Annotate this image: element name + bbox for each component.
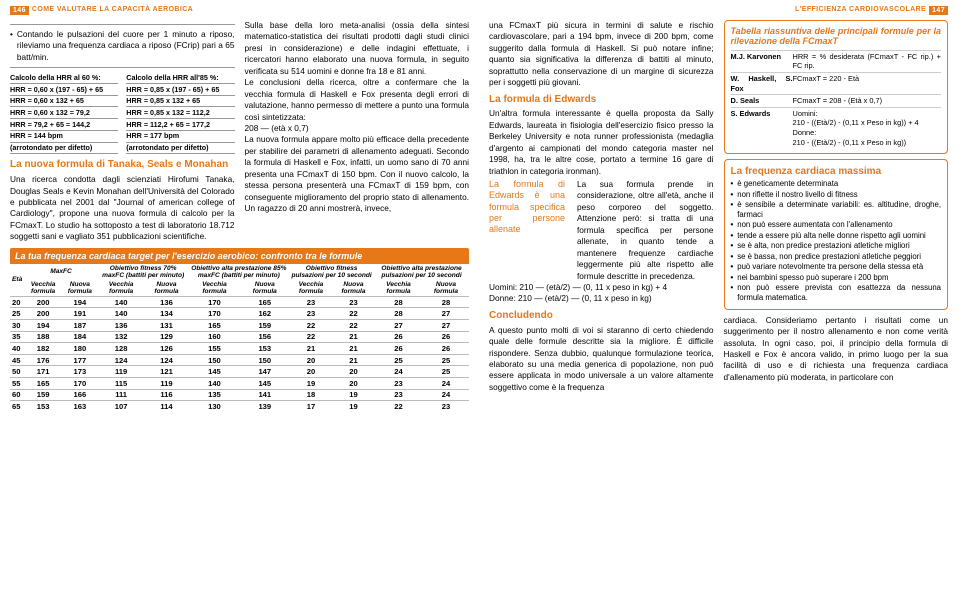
formula-row: S. EdwardsUomini: 210 - ((Età/2) - (0,11… [731, 107, 942, 149]
bullet-item: se è bassa, non predice prestazioni atle… [731, 252, 942, 262]
page-header-right: L'EFFICIENZA CARDIOVASCOLARE147 [489, 6, 948, 15]
formula-row: W. Haskell, S. FoxFCmaxT = 220 - Età [731, 72, 942, 94]
bullet-item: non può essere prevista con esattezza da… [731, 283, 942, 303]
p2-col1-c: La sua formula prende in considerazione,… [577, 179, 714, 282]
freq-title: La frequenza cardiaca massima [731, 165, 942, 179]
right-col-3: La nuova formula appare molto più effica… [245, 134, 470, 214]
table-row: 3518818413212916015622212626 [10, 331, 469, 343]
right-col-1: Sulla base della loro meta-analisi (ossi… [245, 20, 470, 77]
formulas-box-title: Tabella riassuntiva delle principali for… [731, 26, 942, 47]
concl-body: A questo punto molti di voi si staranno … [489, 325, 714, 394]
page-title-left: COME VALUTARE LA CAPACITÀ AEROBICA [32, 6, 193, 15]
formula-donne: Donne: 210 — (età/2) — (0, 11 x peso in … [489, 293, 714, 304]
p2-col1-a: una FCmaxT più sicura in termini di salu… [489, 20, 714, 89]
bullet-item: tende a essere più alta nelle donne risp… [731, 231, 942, 241]
pull-quote: La formula di Edwards è una formula spec… [489, 179, 571, 282]
table-row: 5516517011511914014519202324 [10, 377, 469, 389]
bullet-item: è geneticamente determinata [731, 179, 942, 189]
formula-208: 208 — (età x 0,7) [245, 123, 470, 134]
table-row: 4018218012812615515321212626 [10, 343, 469, 355]
intro-bullet: Contando le pulsazioni del cuore per 1 m… [10, 29, 235, 63]
tanaka-title: La nuova formula di Tanaka, Seals e Mona… [10, 158, 235, 172]
edwards-title: La formula di Edwards [489, 93, 714, 107]
table-row: 2020019414013617016523232828 [10, 296, 469, 308]
calc-60: Calcolo della HRR al 60 %:HRR = 0,60 x (… [10, 72, 118, 154]
page-num-right: 147 [929, 6, 948, 15]
tanaka-body: Una ricerca condotta dagli scienziati Hi… [10, 174, 235, 243]
table-title: La tua frequenza cardiaca target per l'e… [10, 248, 469, 264]
formulas-box: Tabella riassuntiva delle principali for… [724, 20, 949, 154]
formula-row: M.J. KarvonenHRR = % desiderata (FCmaxT … [731, 50, 942, 72]
bullet-item: non può essere aumentata con l'allenamen… [731, 220, 942, 230]
bullet-item: non riflette il nostro livello di fitnes… [731, 190, 942, 200]
p2-col1-b: Un'altra formula interessante è quella p… [489, 108, 714, 177]
page-num-left: 146 [10, 6, 29, 15]
table-row: 3019418713613116515922222727 [10, 319, 469, 331]
bullet-item: nei bambini spesso può superare i 200 bp… [731, 273, 942, 283]
formula-uomini: Uomini: 210 — (età/2) — (0, 11 x peso in… [489, 282, 714, 293]
table-row: 2520019114013417016223222827 [10, 308, 469, 320]
comparison-table: EtàMaxFCObiettivo fitness 70% maxFC (bat… [10, 264, 469, 412]
calc-85: Calcolo della HRR all'85 %:HRR = 0,85 x … [126, 72, 234, 154]
formula-row: D. SealsFCmaxT = 208 - (Età x 0,7) [731, 94, 942, 107]
right-col-2: Le conclusioni della ricerca, oltre a co… [245, 77, 470, 123]
table-row: 6015916611111613514118192324 [10, 389, 469, 401]
freq-box: La frequenza cardiaca massima è genetica… [724, 159, 949, 309]
table-row: 5017117311912114514720202425 [10, 366, 469, 378]
p2-col2: cardiaca. Consideriamo pertanto i risult… [724, 315, 949, 384]
page-title-right: L'EFFICIENZA CARDIOVASCOLARE [795, 6, 926, 15]
table-row: 4517617712412415015020212525 [10, 354, 469, 366]
bullet-item: può variare notevolmente tra persone del… [731, 262, 942, 272]
bullet-item: è sensibile a determinate variabili: es.… [731, 200, 942, 220]
concl-title: Concludendo [489, 309, 714, 323]
page-header-left: 146COME VALUTARE LA CAPACITÀ AEROBICA [10, 6, 469, 15]
bullet-item: se è alta, non predice prestazioni atlet… [731, 241, 942, 251]
table-row: 6515316310711413013917192223 [10, 401, 469, 412]
